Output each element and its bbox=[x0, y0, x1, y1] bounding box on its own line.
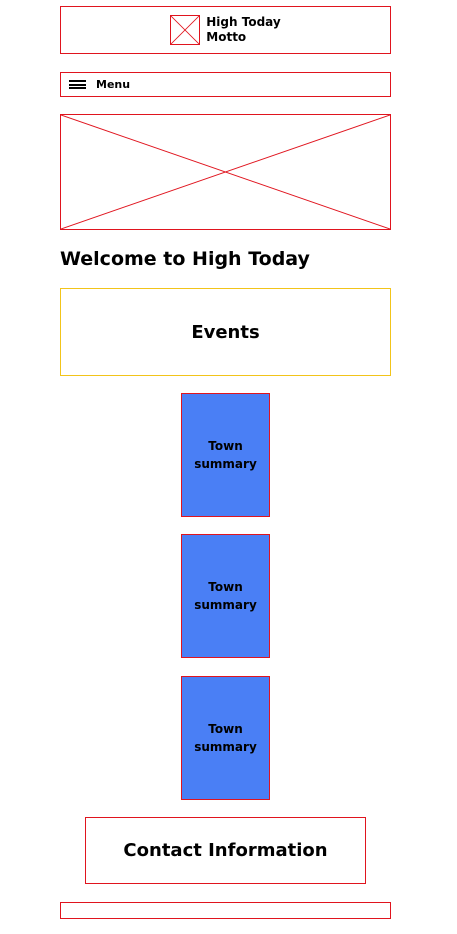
town-card-subtitle: summary bbox=[194, 457, 257, 471]
menu-button[interactable]: Menu bbox=[60, 72, 391, 97]
town-card-subtitle: summary bbox=[194, 598, 257, 612]
town-summary-card[interactable]: Town summary bbox=[181, 393, 270, 517]
town-summary-card[interactable]: Town summary bbox=[181, 534, 270, 658]
site-motto: Motto bbox=[206, 30, 247, 44]
page-title: Welcome to High Today bbox=[60, 248, 310, 270]
hero-image-placeholder bbox=[60, 114, 391, 230]
site-branding: High Today Motto bbox=[206, 15, 280, 45]
site-name[interactable]: High Today bbox=[206, 15, 281, 29]
town-card-subtitle: summary bbox=[194, 740, 257, 754]
town-card-title: Town bbox=[208, 722, 243, 736]
events-label: Events bbox=[191, 321, 260, 343]
town-summary-card[interactable]: Town summary bbox=[181, 676, 270, 800]
town-card-title: Town bbox=[208, 580, 243, 594]
site-header: High Today Motto bbox=[60, 6, 391, 54]
events-section[interactable]: Events bbox=[60, 288, 391, 376]
logo-placeholder-icon[interactable] bbox=[170, 15, 201, 45]
site-footer bbox=[60, 902, 391, 919]
hamburger-menu-icon bbox=[69, 80, 86, 89]
contact-label: Contact Information bbox=[123, 840, 328, 861]
town-card-title: Town bbox=[208, 439, 243, 453]
contact-information-section[interactable]: Contact Information bbox=[85, 817, 366, 884]
menu-label: Menu bbox=[96, 78, 131, 91]
